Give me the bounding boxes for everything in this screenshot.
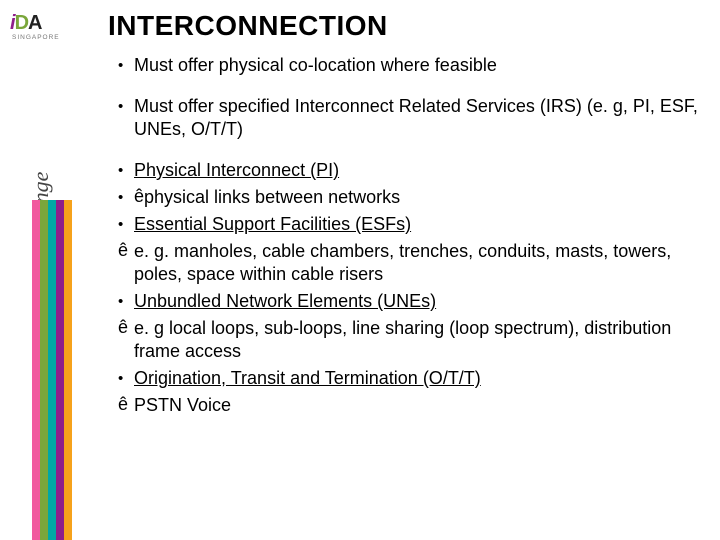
- bullet-item: • Unbundled Network Elements (UNEs): [118, 290, 700, 313]
- sub-text: e. g local loops, sub-loops, line sharin…: [134, 317, 700, 363]
- arrow-down-icon: ê: [118, 394, 134, 416]
- sub-item: ê e. g. manholes, cable chambers, trench…: [118, 240, 700, 286]
- stripe: [64, 200, 72, 540]
- arrow-down-icon: ê: [118, 240, 134, 262]
- bullet-dot-icon: •: [118, 213, 134, 235]
- bullet-text: Unbundled Network Elements (UNEs): [134, 290, 700, 313]
- bullet-dot-icon: •: [118, 186, 134, 208]
- decorative-stripes: [32, 200, 72, 540]
- bullet-item: • Must offer specified Interconnect Rela…: [118, 95, 700, 141]
- bullet-text: Origination, Transit and Termination (O/…: [134, 367, 700, 390]
- sub-item: ê PSTN Voice: [118, 394, 700, 417]
- arrow-down-icon: ê: [118, 317, 134, 339]
- bullet-item: • Essential Support Facilities (ESFs): [118, 213, 700, 236]
- slide-title: INTERCONNECTION: [108, 10, 388, 42]
- bullet-text: Essential Support Facilities (ESFs): [134, 213, 700, 236]
- bullet-item: • Must offer physical co-location where …: [118, 54, 700, 77]
- logo-d: D: [15, 12, 28, 34]
- bullet-text: Physical Interconnect (PI): [134, 159, 700, 182]
- bullet-item: • Origination, Transit and Termination (…: [118, 367, 700, 390]
- sub-item: ê e. g local loops, sub-loops, line shar…: [118, 317, 700, 363]
- arrow-down-icon: ê: [134, 186, 144, 208]
- bullet-item: • Physical Interconnect (PI): [118, 159, 700, 182]
- bullet-dot-icon: •: [118, 159, 134, 181]
- bullet-item: • ê physical links between networks: [118, 186, 700, 209]
- logo-subtext: SINGAPORE: [12, 34, 60, 41]
- stripe: [32, 200, 40, 540]
- bullet-dot-icon: •: [118, 95, 134, 117]
- stripe: [56, 200, 64, 540]
- sub-text: PSTN Voice: [134, 394, 700, 417]
- slide-content: • Must offer physical co-location where …: [118, 54, 700, 421]
- bullet-dot-icon: •: [118, 367, 134, 389]
- bullet-text: physical links between networks: [144, 186, 700, 209]
- bullet-dot-icon: •: [118, 54, 134, 76]
- stripe: [40, 200, 48, 540]
- sub-text: e. g. manholes, cable chambers, trenches…: [134, 240, 700, 286]
- bullet-dot-icon: •: [118, 290, 134, 312]
- bullet-text: Must offer specified Interconnect Relate…: [134, 95, 700, 141]
- logo: iDA: [10, 12, 41, 35]
- stripe: [48, 200, 56, 540]
- logo-a: A: [28, 12, 41, 34]
- bullet-text: Must offer physical co-location where fe…: [134, 54, 700, 77]
